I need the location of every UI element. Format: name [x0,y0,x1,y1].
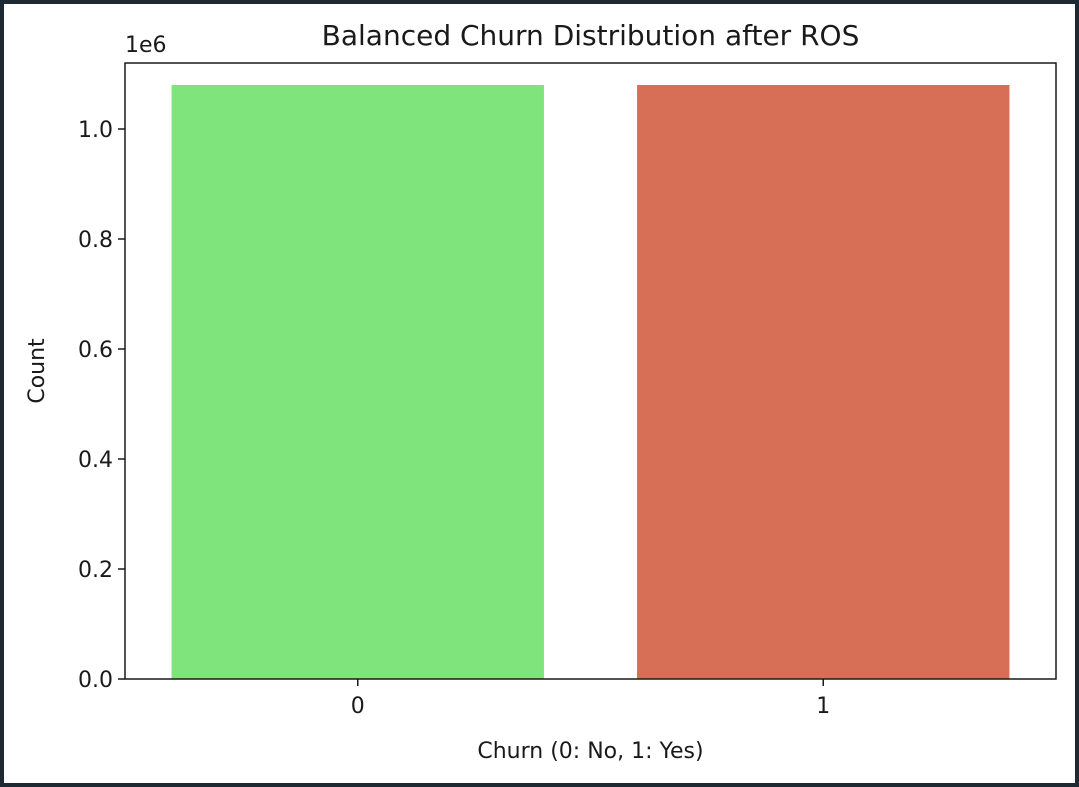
y-tick-label: 0.0 [78,668,113,693]
y-axis-offset-label: 1e6 [125,33,167,58]
bar-chart: Balanced Churn Distribution after ROS 1e… [25,19,1057,764]
y-tick-label: 0.8 [78,228,113,253]
chart-figure: Balanced Churn Distribution after ROS 1e… [4,4,1075,783]
axes-frame [124,62,1057,680]
x-axis-label: Churn (0: No, 1: Yes) [477,739,703,764]
y-tick-label: 1.0 [78,118,113,143]
y-axis-label: Count [25,338,50,404]
bar-churn-1 [637,85,1010,679]
x-tick-label: 0 [351,694,365,719]
y-tick-label: 0.4 [78,448,113,473]
chart-title: Balanced Churn Distribution after ROS [322,19,860,52]
y-tick-label: 0.2 [78,558,113,583]
x-tick-label: 1 [816,694,830,719]
bar-churn-0 [171,85,544,679]
bars-layer [171,85,1010,679]
y-tick-label: 0.6 [78,338,113,363]
y-axis-ticks: 0.0 0.2 0.4 0.6 0.8 1.0 [78,118,125,693]
